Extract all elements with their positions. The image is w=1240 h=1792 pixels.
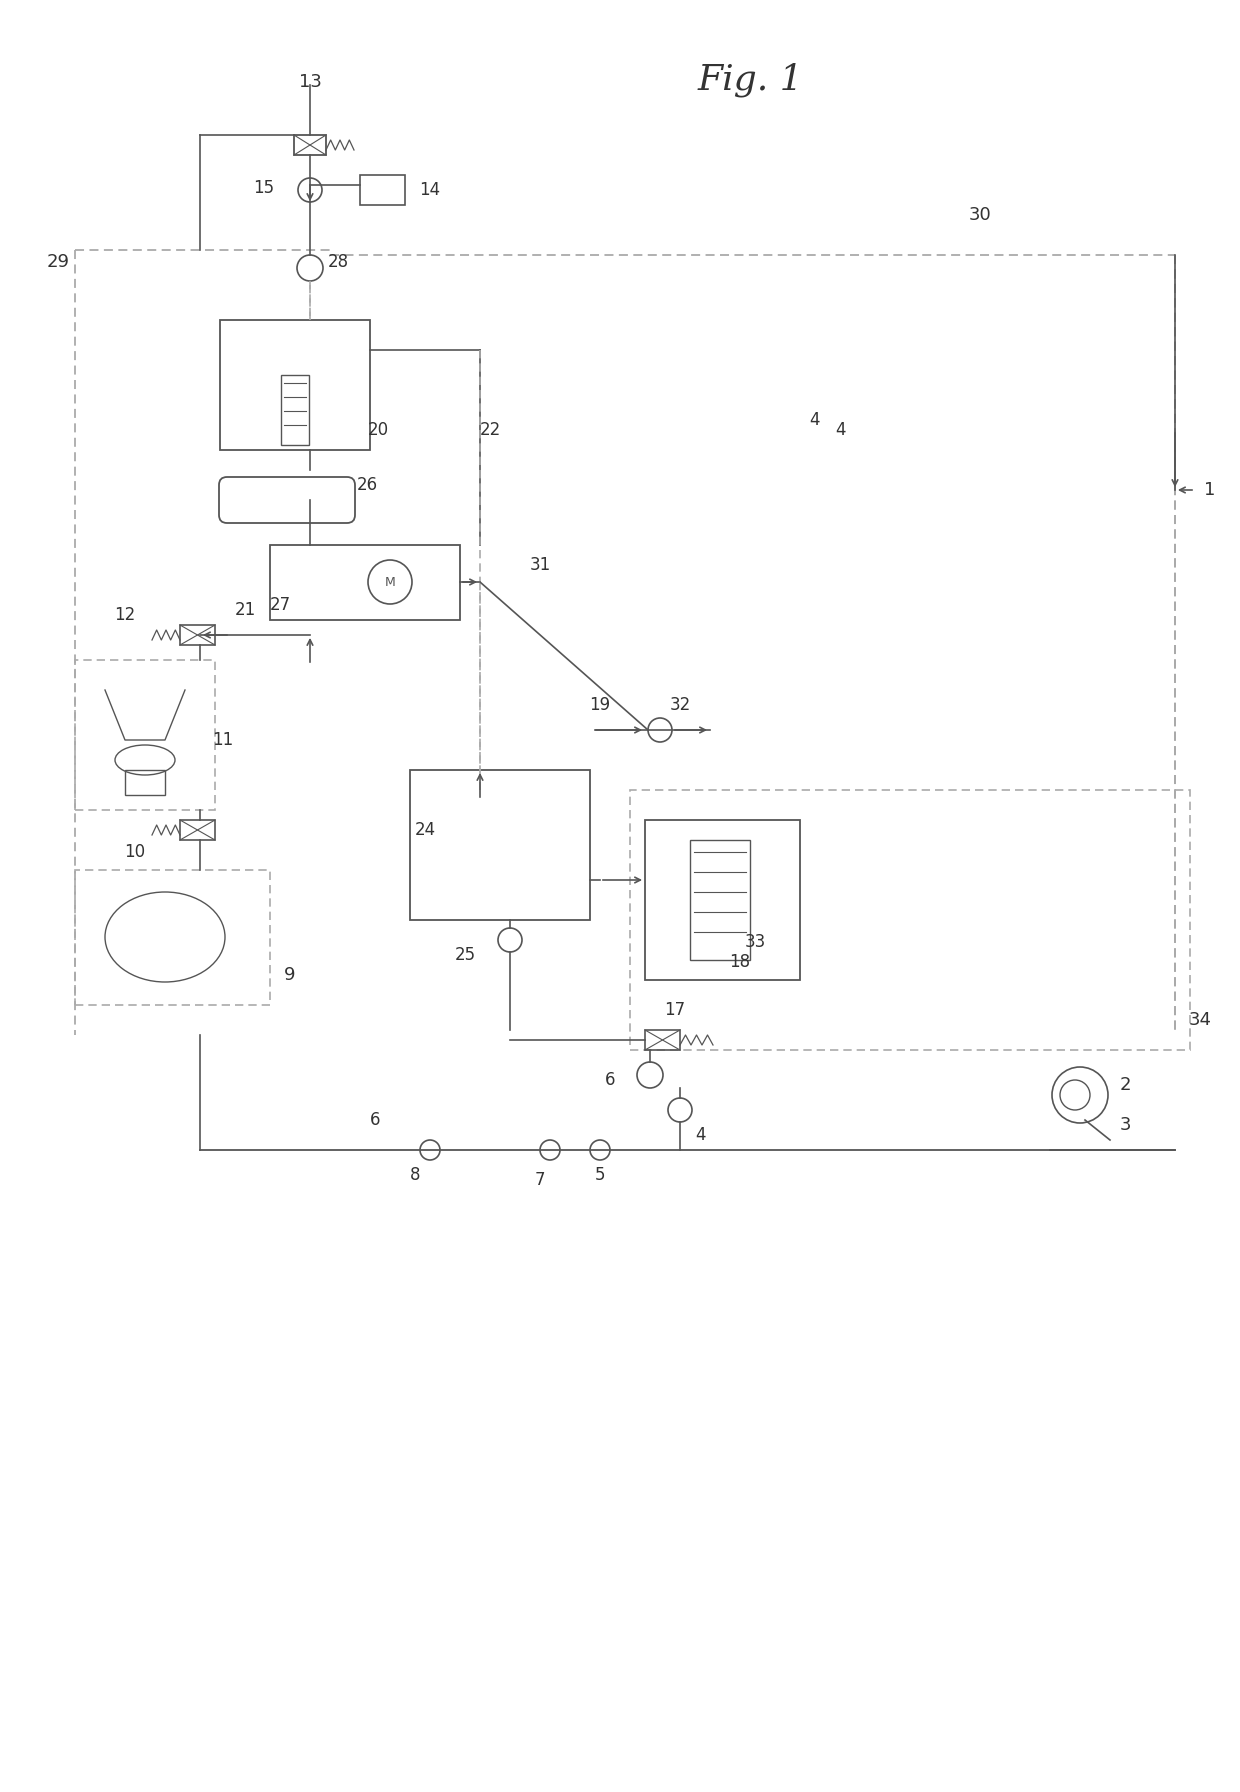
Text: 2: 2 bbox=[1120, 1075, 1131, 1093]
Text: 22: 22 bbox=[480, 421, 501, 439]
Text: 5: 5 bbox=[595, 1167, 605, 1185]
Bar bbox=[645, 1030, 680, 1050]
Text: 29: 29 bbox=[47, 253, 69, 271]
Text: 11: 11 bbox=[212, 731, 233, 749]
Text: 12: 12 bbox=[114, 606, 135, 624]
Bar bbox=[294, 134, 326, 154]
Bar bbox=[125, 771, 165, 796]
Text: 27: 27 bbox=[269, 597, 290, 615]
Text: 31: 31 bbox=[529, 556, 551, 573]
Text: 28: 28 bbox=[327, 253, 348, 271]
Text: 4: 4 bbox=[835, 421, 846, 439]
Text: 9: 9 bbox=[284, 966, 296, 984]
Text: 13: 13 bbox=[299, 73, 321, 91]
Bar bbox=[281, 375, 309, 444]
Text: 25: 25 bbox=[454, 946, 476, 964]
Text: Fig. 1: Fig. 1 bbox=[697, 63, 802, 97]
Bar bbox=[270, 545, 460, 620]
Text: 33: 33 bbox=[744, 934, 765, 952]
Text: 15: 15 bbox=[253, 179, 274, 197]
Text: 30: 30 bbox=[968, 206, 991, 224]
Bar bbox=[219, 321, 370, 450]
Bar bbox=[74, 659, 215, 810]
Text: 4: 4 bbox=[810, 410, 820, 428]
Text: 20: 20 bbox=[367, 421, 388, 439]
Text: 3: 3 bbox=[1120, 1116, 1131, 1134]
Bar bbox=[630, 790, 1190, 1050]
Bar bbox=[689, 840, 750, 961]
Bar bbox=[645, 821, 800, 980]
Text: 7: 7 bbox=[534, 1170, 546, 1190]
Text: 6: 6 bbox=[605, 1072, 615, 1090]
Text: 14: 14 bbox=[419, 181, 440, 199]
Text: 10: 10 bbox=[124, 842, 145, 860]
Text: 24: 24 bbox=[414, 821, 435, 839]
Bar bbox=[74, 869, 270, 1005]
Text: 4: 4 bbox=[694, 1125, 706, 1143]
Text: 21: 21 bbox=[234, 600, 255, 618]
Text: 19: 19 bbox=[589, 695, 610, 713]
Bar bbox=[180, 821, 215, 840]
Text: 6: 6 bbox=[370, 1111, 381, 1129]
Text: 18: 18 bbox=[729, 953, 750, 971]
Text: 17: 17 bbox=[665, 1002, 686, 1020]
Text: 8: 8 bbox=[409, 1167, 420, 1185]
Text: 32: 32 bbox=[670, 695, 691, 713]
Text: M: M bbox=[384, 575, 396, 588]
Bar bbox=[180, 625, 215, 645]
Text: 26: 26 bbox=[356, 477, 377, 495]
Text: 34: 34 bbox=[1188, 1011, 1211, 1029]
Bar bbox=[410, 771, 590, 919]
Bar bbox=[360, 176, 405, 204]
Text: 1: 1 bbox=[1204, 480, 1215, 498]
